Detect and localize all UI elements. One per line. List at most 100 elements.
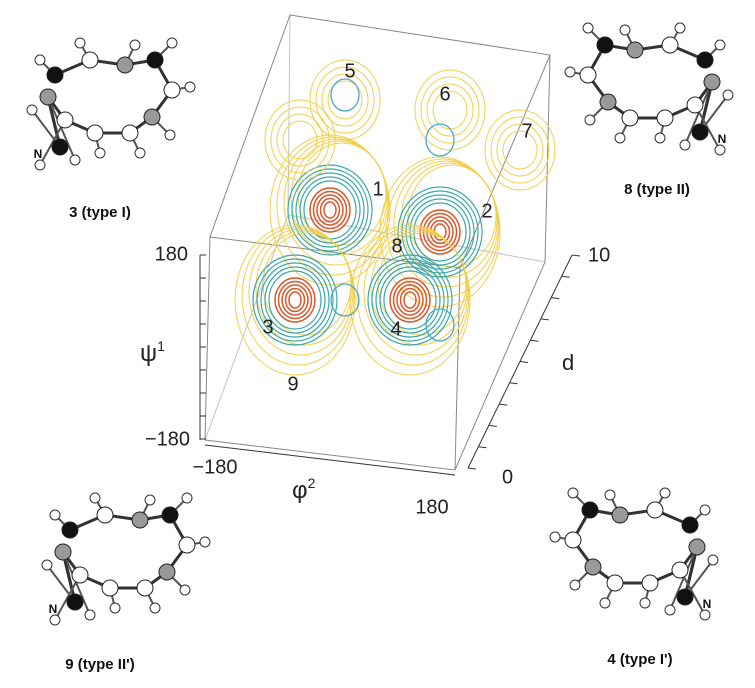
atom	[132, 512, 148, 528]
atom	[159, 564, 175, 580]
atom	[67, 594, 83, 610]
contour-cyan	[376, 263, 444, 337]
molecule-caption: 9 (type II')	[65, 656, 134, 673]
atom	[689, 539, 705, 555]
atom	[179, 537, 195, 553]
d-tick	[510, 383, 518, 384]
d-tick	[499, 404, 507, 405]
molecule: N 9 (type II')	[42, 493, 210, 673]
region-label: 1	[372, 178, 383, 200]
atom	[597, 37, 613, 53]
region-label: 8	[391, 235, 402, 257]
atom	[677, 589, 693, 605]
hydrogen	[715, 40, 725, 50]
n-terminus-label: N	[718, 132, 727, 146]
region-label: 7	[521, 120, 532, 142]
contour-cyan	[410, 199, 470, 265]
atom	[704, 74, 720, 90]
atom	[672, 562, 688, 578]
hydrogen	[700, 610, 710, 620]
hydrogen	[95, 148, 105, 158]
contour-cyan	[406, 195, 474, 269]
d-tick	[551, 298, 559, 299]
atom	[682, 517, 698, 533]
molecule-caption: 8 (type II)	[624, 181, 690, 198]
hydrogen	[150, 603, 160, 613]
hydrogen	[600, 598, 610, 608]
region-label: 9	[287, 373, 298, 395]
hydrogen	[70, 155, 80, 165]
contour-cyan	[265, 267, 325, 333]
d-label: d	[562, 350, 574, 375]
psi-top: 180	[155, 243, 188, 265]
d-top: 10	[588, 244, 610, 266]
hydrogen	[565, 67, 575, 77]
region-label: 2	[481, 200, 492, 222]
contour-red	[279, 282, 312, 319]
atom	[582, 502, 598, 518]
hydrogen	[50, 615, 60, 625]
contour-red	[324, 202, 336, 218]
hydrogen	[200, 537, 210, 547]
hydrogen	[145, 495, 155, 505]
contour-yellow	[485, 110, 555, 190]
hydrogen	[75, 38, 85, 48]
hydrogen	[110, 603, 120, 613]
psi-superscript: 1	[157, 338, 165, 354]
hydrogen	[35, 55, 45, 65]
contour-cyan	[426, 124, 454, 156]
phi-left: −180	[192, 456, 237, 478]
hydrogen	[90, 493, 100, 503]
atom	[657, 110, 673, 126]
atom	[52, 139, 68, 155]
n-terminus-label: N	[49, 602, 58, 616]
d-tick	[520, 362, 528, 363]
atom	[607, 575, 623, 591]
hydrogen	[640, 598, 650, 608]
atom	[72, 567, 88, 583]
atom	[87, 125, 103, 141]
atom	[697, 52, 713, 68]
contour-cyan	[296, 173, 364, 247]
hydrogen	[665, 605, 675, 615]
contour-red	[289, 292, 301, 308]
molecules: N3 (type I)N8 (type II)N9 (type II')N4 (…	[27, 23, 733, 673]
atom	[62, 522, 78, 538]
hydrogen	[180, 585, 190, 595]
molecule: N 8 (type II)	[565, 23, 733, 198]
psi-bottom: −180	[145, 428, 190, 450]
atom	[47, 67, 63, 83]
n-terminus-label: N	[703, 597, 712, 611]
contour-red	[394, 282, 427, 319]
atom	[627, 42, 643, 58]
atom	[164, 82, 180, 98]
region-label: 4	[390, 318, 401, 340]
hydrogen	[130, 40, 140, 50]
contour-cyan	[414, 203, 466, 261]
hydrogen	[182, 493, 192, 503]
atom	[102, 580, 118, 596]
contour-yellow	[271, 107, 329, 173]
box-edge	[455, 268, 460, 470]
hydrogen	[680, 140, 690, 150]
atom	[137, 580, 153, 596]
molecule: N4 (type I')	[550, 488, 718, 668]
atom	[647, 502, 663, 518]
hydrogen	[583, 23, 593, 33]
molecule: N3 (type I)	[27, 38, 195, 221]
hydrogen	[615, 133, 625, 143]
atom	[612, 507, 628, 523]
atom	[144, 109, 160, 125]
d-tick	[541, 319, 549, 320]
hydrogen	[715, 145, 725, 155]
hydrogen	[50, 510, 60, 520]
hydrogen	[675, 23, 685, 33]
contour-cyan	[331, 79, 359, 111]
atom	[97, 507, 113, 523]
hydrogen	[660, 488, 670, 498]
hydrogen	[85, 610, 95, 620]
molecule-caption: 3 (type I)	[69, 204, 131, 221]
figure: 180 −180 ψ1 −180 180 φ2 10 0 d 567128349…	[0, 0, 755, 688]
atom	[600, 94, 616, 110]
hydrogen	[700, 505, 710, 515]
